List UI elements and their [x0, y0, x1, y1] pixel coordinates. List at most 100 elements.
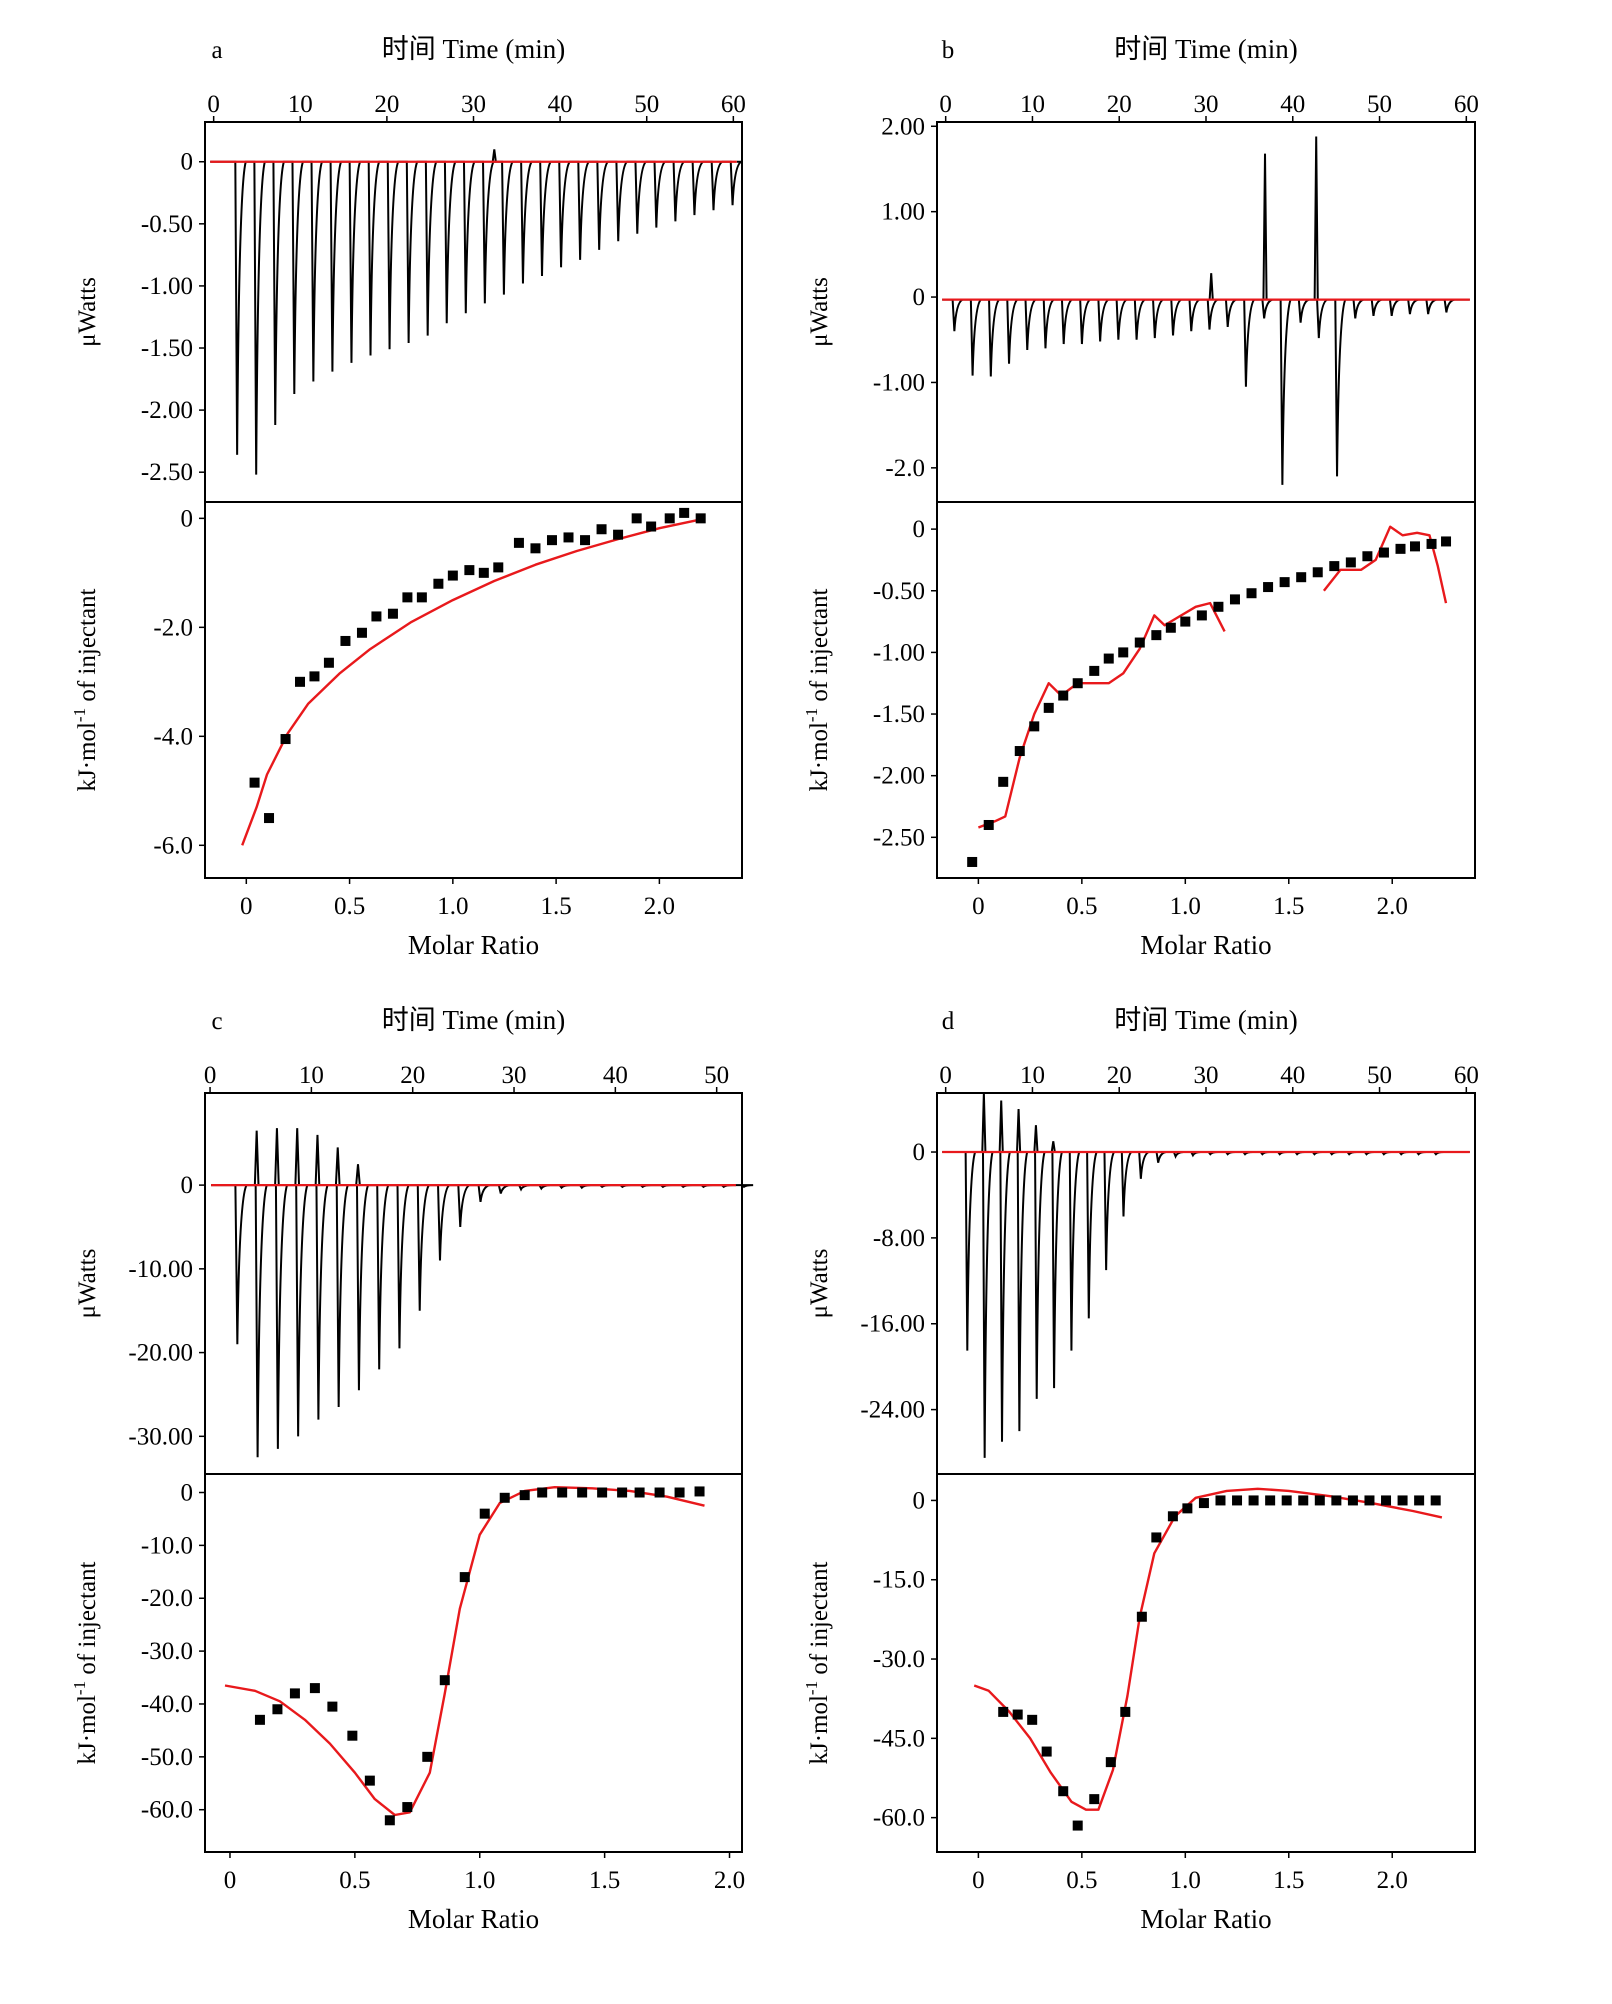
raw-positive-spike [1208, 273, 1214, 300]
data-point [327, 1701, 338, 1712]
top-x-tick-label: 50 [634, 91, 659, 118]
bottom-x-tick-label: 1.0 [437, 893, 468, 920]
bottom-x-tick-label: 0 [224, 1867, 237, 1894]
top-y-tick-label: -1.00 [141, 273, 193, 300]
data-point [433, 578, 444, 589]
bottom-x-tick-label: 2.0 [1377, 893, 1408, 920]
bottom-x-tick-label: 2.0 [1377, 1867, 1408, 1894]
data-point [1409, 541, 1420, 552]
data-point [447, 570, 458, 581]
data-point [371, 611, 382, 622]
bottom-x-tick-label: 0 [972, 893, 985, 920]
top-y-tick-label: 2.00 [881, 113, 925, 140]
bottom-y-tick-label: -30.0 [141, 1638, 193, 1665]
top-x-tick-label: 10 [288, 91, 313, 118]
bottom-y-axis-label-main: kJ·mol [806, 1695, 833, 1765]
top-x-tick-label: 60 [721, 91, 746, 118]
top-x-tick-label: 60 [1454, 91, 1479, 118]
data-point [439, 1675, 450, 1686]
bottom-y-tick-label: -60.0 [141, 1797, 193, 1824]
data-point [422, 1751, 433, 1762]
top-y-axis-label: μWatts [806, 277, 833, 347]
data-point [1120, 1706, 1131, 1717]
data-point [384, 1815, 395, 1826]
bottom-x-axis-label: Molar Ratio [1140, 930, 1271, 960]
data-point [1296, 572, 1307, 583]
data-point [1151, 630, 1162, 641]
data-point [967, 856, 978, 867]
bottom-y-tick-label: -15.0 [873, 1567, 925, 1594]
bottom-x-tick-label: 0.5 [339, 1867, 370, 1894]
panel-c: c 时间 Time (min)0 10 20 30 40 500-10.00-20.00-3… [70, 1005, 754, 1934]
bottom-y-axis-label: kJ·mol-1 of injectant [802, 1561, 833, 1764]
data-point [459, 1572, 470, 1583]
data-point [1281, 1495, 1292, 1506]
raw-positive-spike [1262, 153, 1268, 300]
data-point [1314, 1495, 1325, 1506]
top-x-tick-label: 40 [548, 91, 573, 118]
raw-positive-spike [274, 1128, 280, 1186]
bottom-y-tick-label: -1.00 [873, 639, 925, 666]
data-point [347, 1730, 358, 1741]
raw-positive-spike [998, 1100, 1004, 1153]
data-point [1298, 1495, 1309, 1506]
data-point [1229, 594, 1240, 605]
data-point [1012, 1709, 1023, 1720]
data-point [478, 567, 489, 578]
data-point [1134, 637, 1145, 648]
fit-curve [977, 601, 1226, 829]
bottom-y-axis-label-tail: of injectant [806, 588, 833, 707]
bottom-x-tick-label: 1.5 [540, 893, 571, 920]
top-axis-title: 时间 Time (min) [382, 34, 566, 64]
bottom-y-tick-label: -2.00 [873, 763, 925, 790]
data-point [674, 1487, 685, 1498]
data-point [402, 1802, 413, 1813]
data-point [1089, 1794, 1100, 1805]
data-point [1265, 1495, 1276, 1506]
bottom-y-tick-label: 0 [181, 1480, 194, 1507]
data-point [1213, 601, 1224, 612]
data-point [1395, 543, 1406, 554]
top-y-tick-label: 0 [181, 1172, 194, 1199]
data-point [323, 657, 334, 668]
top-x-tick-label: 20 [1107, 1062, 1132, 1089]
bottom-plot-frame [204, 1473, 743, 1853]
bottom-x-axis-label: Molar Ratio [1140, 1904, 1271, 1934]
data-point [1089, 665, 1100, 676]
bottom-x-tick-label: 1.0 [1170, 893, 1201, 920]
top-y-tick-label: -8.00 [873, 1225, 925, 1252]
top-y-axis-label: μWatts [74, 1249, 101, 1319]
top-x-tick-label: 0 [939, 91, 952, 118]
data-point [1364, 1495, 1375, 1506]
fit-curve [241, 518, 701, 846]
data-point [634, 1487, 645, 1498]
data-point [340, 635, 351, 646]
data-point [1043, 702, 1054, 713]
bottom-x-axis-label: Molar Ratio [408, 1904, 539, 1934]
top-y-tick-label: -2.0 [885, 455, 925, 482]
top-axis-title: 时间 Time (min) [1114, 34, 1298, 64]
bottom-y-tick-label: -40.0 [141, 1691, 193, 1718]
data-point [1248, 1495, 1259, 1506]
data-point [1347, 1495, 1358, 1506]
bottom-x-tick-label: 2.0 [644, 893, 675, 920]
top-plot-frame [204, 1092, 743, 1475]
top-x-tick-label: 20 [1107, 91, 1132, 118]
top-x-tick-label: 20 [400, 1062, 425, 1089]
bottom-y-tick-label: -10.0 [141, 1532, 193, 1559]
top-x-tick-label: 60 [1454, 1062, 1479, 1089]
data-point [1232, 1495, 1243, 1506]
top-x-tick-label: 40 [603, 1062, 628, 1089]
data-point [654, 1487, 665, 1498]
top-plot-frame [936, 121, 1476, 503]
data-point [1331, 1495, 1342, 1506]
data-point [356, 627, 367, 638]
bottom-y-axis-label-main: kJ·mol [74, 722, 101, 792]
fit-curve [1322, 525, 1448, 604]
data-point [1182, 1503, 1193, 1514]
bottom-y-tick-label: -20.0 [141, 1585, 193, 1612]
raw-positive-spike [294, 1128, 301, 1186]
panel-b: b 时间 Time (min)0 10 20 30 40 50 602.001.000-1.0… [802, 34, 1479, 960]
raw-positive-spike [334, 1147, 341, 1186]
bottom-y-axis-label-sup: -1 [70, 708, 89, 722]
